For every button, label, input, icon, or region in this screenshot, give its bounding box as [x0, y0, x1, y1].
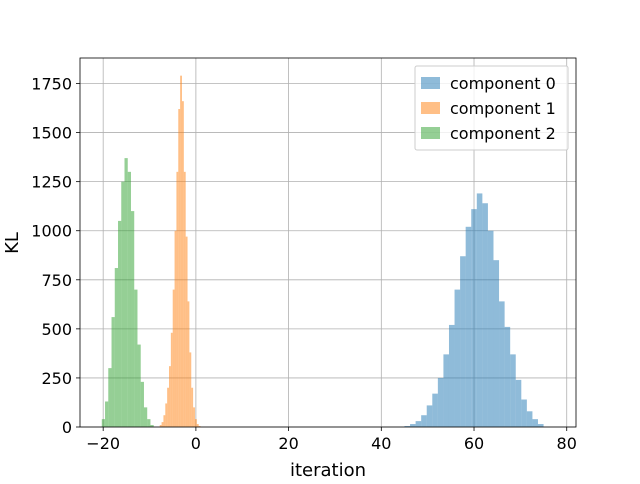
y-tick-label: 750 [41, 271, 72, 290]
histogram-bar [443, 354, 449, 427]
histogram-bar [147, 419, 151, 427]
histogram-bar [165, 403, 168, 427]
histogram-bar [167, 387, 170, 427]
legend-box [414, 65, 569, 151]
histogram-bar [140, 381, 144, 427]
histogram-bar [169, 366, 171, 427]
legend-item: component 1 [421, 99, 556, 118]
histogram-bar [432, 393, 438, 427]
x-axis-label: iteration [290, 460, 366, 480]
y-tick-label: 250 [41, 369, 72, 388]
histogram-bar [159, 425, 162, 427]
y-tick-label: 1000 [31, 222, 72, 241]
histogram-bar [178, 109, 181, 427]
legend-swatch [421, 127, 440, 139]
histogram-bar [537, 424, 544, 427]
histogram-bar [510, 354, 516, 427]
histogram-bar [504, 326, 511, 427]
histogram-bar [143, 407, 148, 427]
histogram-bar [454, 289, 461, 427]
histogram-bar [191, 387, 194, 427]
histogram-bar [101, 419, 106, 427]
histogram-bar [493, 260, 500, 427]
legend-swatch [421, 102, 440, 114]
histogram-bar [460, 256, 466, 427]
histogram-bar [410, 424, 416, 427]
histogram-bar [137, 344, 141, 427]
histogram-bar [111, 317, 115, 427]
histogram-bar [448, 324, 455, 427]
legend-label: component 0 [450, 74, 556, 93]
legend-item: component 2 [421, 124, 556, 143]
histogram-bar [185, 236, 188, 427]
histogram-bar [161, 422, 164, 427]
histogram-bar [426, 405, 433, 427]
histogram-bar [172, 289, 175, 427]
histogram-bar [196, 424, 199, 427]
y-tick-label: 0 [62, 418, 72, 437]
legend-label: component 2 [450, 124, 556, 143]
legend-label: component 1 [450, 99, 556, 118]
y-axis-label: KL [2, 232, 23, 254]
x-tick-label: 60 [464, 434, 484, 453]
histogram-bar [134, 289, 138, 427]
histogram-bar [118, 220, 122, 427]
histogram-bar [404, 426, 411, 427]
histogram-bar [150, 425, 154, 427]
histogram-bar [482, 203, 488, 427]
plot-frame [79, 57, 577, 428]
histogram-bar [180, 75, 182, 428]
histogram-bar [181, 101, 184, 428]
histogram-bar [421, 415, 427, 427]
series-1 [159, 75, 201, 428]
histogram-bar [415, 421, 422, 427]
histogram-bar [194, 419, 197, 427]
histogram-bar [471, 209, 477, 427]
histogram-bar [127, 171, 131, 427]
series-2 [101, 158, 154, 427]
histogram-bar [476, 193, 483, 427]
histogram-bar [121, 181, 125, 427]
y-tick-label: 1250 [31, 173, 72, 192]
histogram-bar [187, 301, 190, 427]
y-tick-label: 1750 [31, 75, 72, 94]
histogram-bar [532, 419, 538, 427]
histogram-bar [465, 226, 472, 427]
legend-swatch [421, 77, 440, 89]
x-tick-label: 80 [557, 434, 577, 453]
histogram-bar [499, 301, 505, 427]
legend: component 0 component 1 component 2 [414, 65, 569, 151]
histogram-bar [176, 171, 179, 427]
histogram-bar [105, 401, 109, 427]
histogram-bar [521, 399, 527, 427]
legend-item: component 0 [421, 74, 556, 93]
histogram-bar [124, 158, 128, 427]
histogram-bar [163, 415, 166, 427]
histogram-bar [437, 377, 444, 427]
histogram-bar [170, 332, 173, 427]
x-tick-label: 40 [371, 434, 391, 453]
histogram-bar [189, 352, 192, 427]
histogram-bar [193, 407, 195, 427]
histogram-bar [487, 230, 494, 427]
histogram-bar [130, 211, 135, 427]
x-tick-label: 0 [191, 434, 201, 453]
histogram-bar [526, 411, 533, 427]
series-0 [404, 193, 544, 427]
histogram-bar [108, 368, 112, 427]
histogram-bar [174, 230, 177, 427]
histogram-bar [515, 379, 522, 427]
x-tick-label: 20 [278, 434, 298, 453]
bars [101, 75, 544, 428]
histogram-bar [198, 426, 201, 427]
histogram-bar [114, 268, 119, 427]
axes: −20 0 20 40 60 80 0 250 500 750 1000 1250 1500 1750 [31, 57, 577, 453]
histogram-bar [183, 171, 186, 427]
y-tick-label: 1500 [31, 124, 72, 143]
y-tick-label: 500 [41, 320, 72, 339]
x-tick-label: −20 [86, 434, 120, 453]
